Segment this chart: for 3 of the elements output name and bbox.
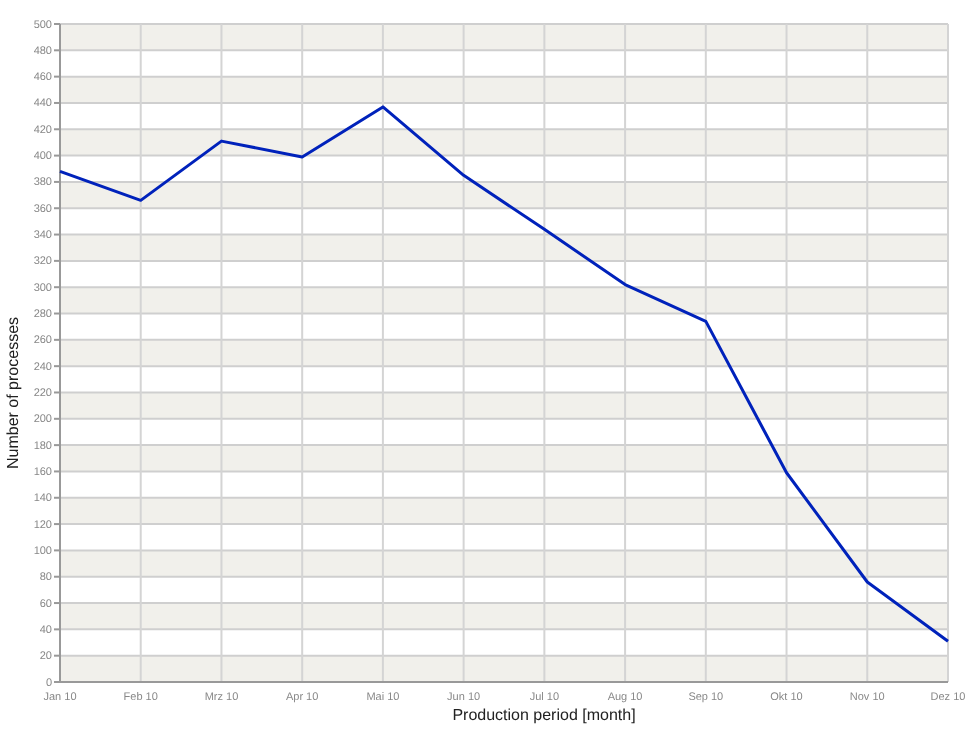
- y-axis-title: Number of processes: [4, 316, 22, 470]
- line-series: [58, 105, 950, 643]
- x-axis-title: Production period [month]: [452, 706, 636, 724]
